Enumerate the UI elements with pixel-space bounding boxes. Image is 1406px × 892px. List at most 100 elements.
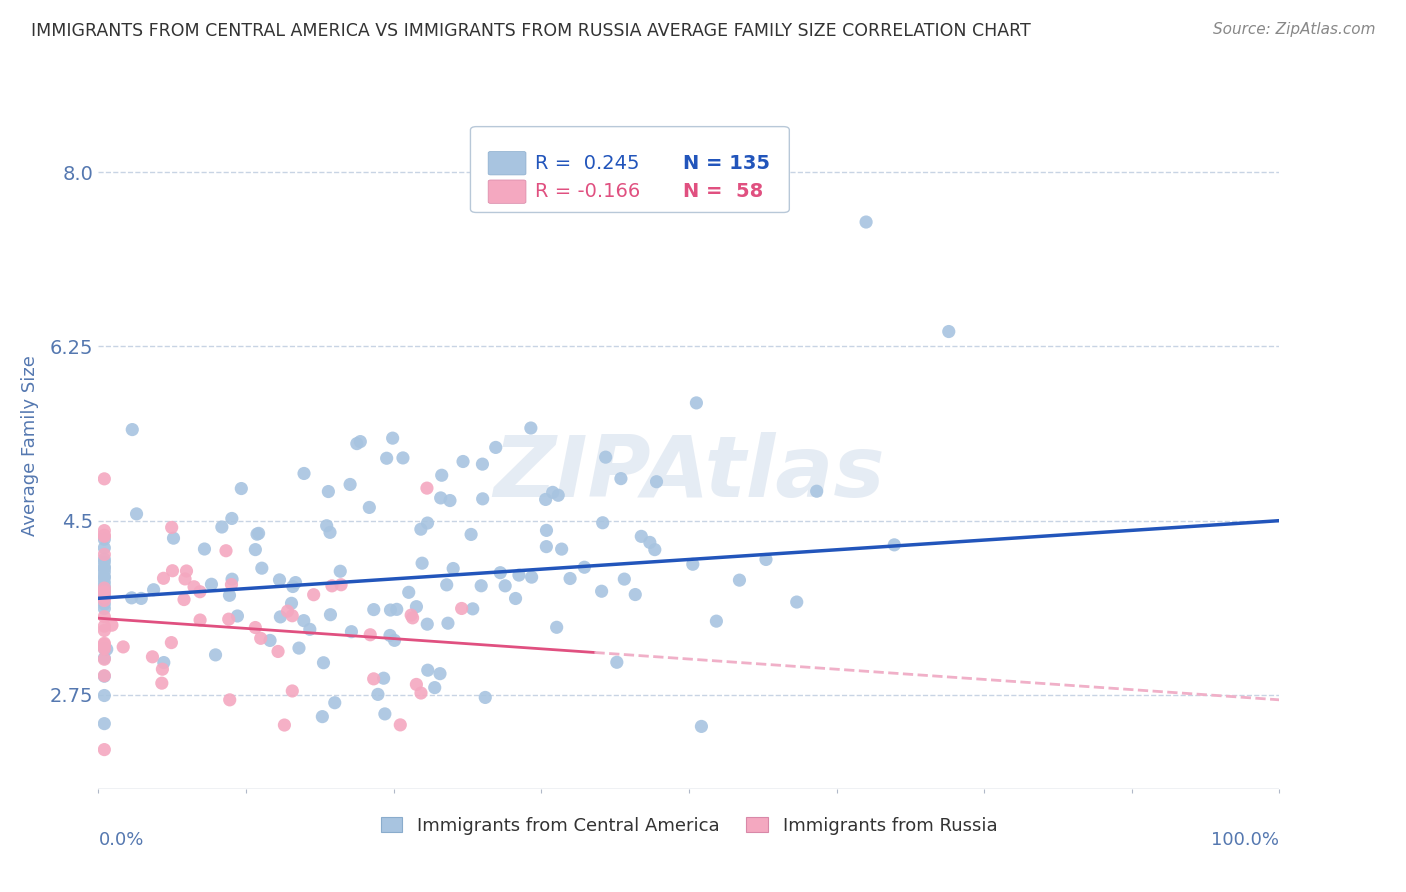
Point xyxy=(218,693,240,707)
Point xyxy=(558,572,581,586)
Point xyxy=(141,649,163,664)
Point xyxy=(93,529,115,543)
Point xyxy=(436,578,458,592)
Point xyxy=(520,570,543,584)
Point xyxy=(319,525,342,540)
Point xyxy=(211,520,233,534)
Point xyxy=(218,612,240,626)
Point xyxy=(323,696,346,710)
Point xyxy=(592,516,614,530)
Point xyxy=(245,542,267,557)
Point xyxy=(855,215,877,229)
Point xyxy=(363,672,385,686)
Point xyxy=(312,656,335,670)
Point xyxy=(93,597,115,611)
Point xyxy=(93,742,115,756)
Point xyxy=(416,481,439,495)
Point xyxy=(321,579,343,593)
Point xyxy=(176,564,198,578)
Point xyxy=(375,451,398,466)
Point xyxy=(374,706,396,721)
Point xyxy=(398,585,420,599)
Point xyxy=(405,599,427,614)
Point xyxy=(461,602,484,616)
Point xyxy=(339,477,361,491)
Point xyxy=(384,633,406,648)
Point xyxy=(93,637,115,651)
Point xyxy=(269,573,291,587)
Point xyxy=(373,671,395,685)
Point xyxy=(489,566,512,580)
Point xyxy=(218,588,240,602)
Point xyxy=(277,604,299,618)
Point xyxy=(645,475,668,489)
Point xyxy=(606,655,628,669)
Point xyxy=(93,641,115,656)
Point xyxy=(226,609,249,624)
Point xyxy=(416,516,439,530)
Point xyxy=(416,617,439,632)
Text: IMMIGRANTS FROM CENTRAL AMERICA VS IMMIGRANTS FROM RUSSIA AVERAGE FAMILY SIZE CO: IMMIGRANTS FROM CENTRAL AMERICA VS IMMIG… xyxy=(31,22,1031,40)
Point xyxy=(93,533,115,547)
Point xyxy=(93,669,115,683)
Point xyxy=(93,641,115,656)
Point xyxy=(93,555,115,569)
Point xyxy=(349,434,371,449)
Point xyxy=(142,582,165,597)
Point xyxy=(595,450,617,465)
Point xyxy=(591,584,613,599)
Point xyxy=(315,518,337,533)
Point xyxy=(93,636,115,650)
Point xyxy=(273,718,295,732)
Point xyxy=(474,690,496,705)
Point xyxy=(112,640,135,654)
Point xyxy=(430,468,453,483)
Point xyxy=(93,581,115,595)
Point xyxy=(381,431,404,445)
Point xyxy=(93,565,115,579)
Point xyxy=(245,621,267,635)
Point xyxy=(93,669,115,683)
Y-axis label: Average Family Size: Average Family Size xyxy=(21,356,39,536)
Point xyxy=(93,575,115,590)
Point xyxy=(183,580,205,594)
Point xyxy=(93,524,115,538)
Point xyxy=(93,560,115,574)
Point xyxy=(93,651,115,665)
Text: 100.0%: 100.0% xyxy=(1212,830,1279,848)
Point xyxy=(292,467,315,481)
Point xyxy=(93,619,115,633)
Point xyxy=(93,561,115,575)
Point xyxy=(292,614,315,628)
Point xyxy=(644,542,666,557)
Point xyxy=(204,648,226,662)
Point xyxy=(93,591,115,605)
Point xyxy=(485,441,508,455)
Point xyxy=(883,538,905,552)
Point xyxy=(318,484,340,499)
Point xyxy=(93,571,115,585)
Point xyxy=(93,582,115,597)
Point xyxy=(173,592,195,607)
Text: ZIPAtlas: ZIPAtlas xyxy=(494,432,884,515)
Point xyxy=(129,591,152,606)
Point xyxy=(302,588,325,602)
Text: N =  58: N = 58 xyxy=(683,182,763,202)
Point xyxy=(162,531,184,545)
Point xyxy=(246,527,269,541)
Point xyxy=(298,623,321,637)
Text: R =  0.245: R = 0.245 xyxy=(536,153,640,173)
Text: N = 135: N = 135 xyxy=(683,153,770,173)
Point xyxy=(550,542,572,557)
Point xyxy=(125,507,148,521)
Text: R = -0.166: R = -0.166 xyxy=(536,182,641,202)
Point xyxy=(536,524,558,538)
Point xyxy=(786,595,808,609)
Legend: Immigrants from Central America, Immigrants from Russia: Immigrants from Central America, Immigra… xyxy=(374,810,1004,842)
Point xyxy=(160,635,183,649)
Point xyxy=(411,556,433,570)
Point xyxy=(380,603,402,617)
Point xyxy=(429,491,451,505)
Point xyxy=(93,548,115,562)
Point xyxy=(174,572,197,586)
